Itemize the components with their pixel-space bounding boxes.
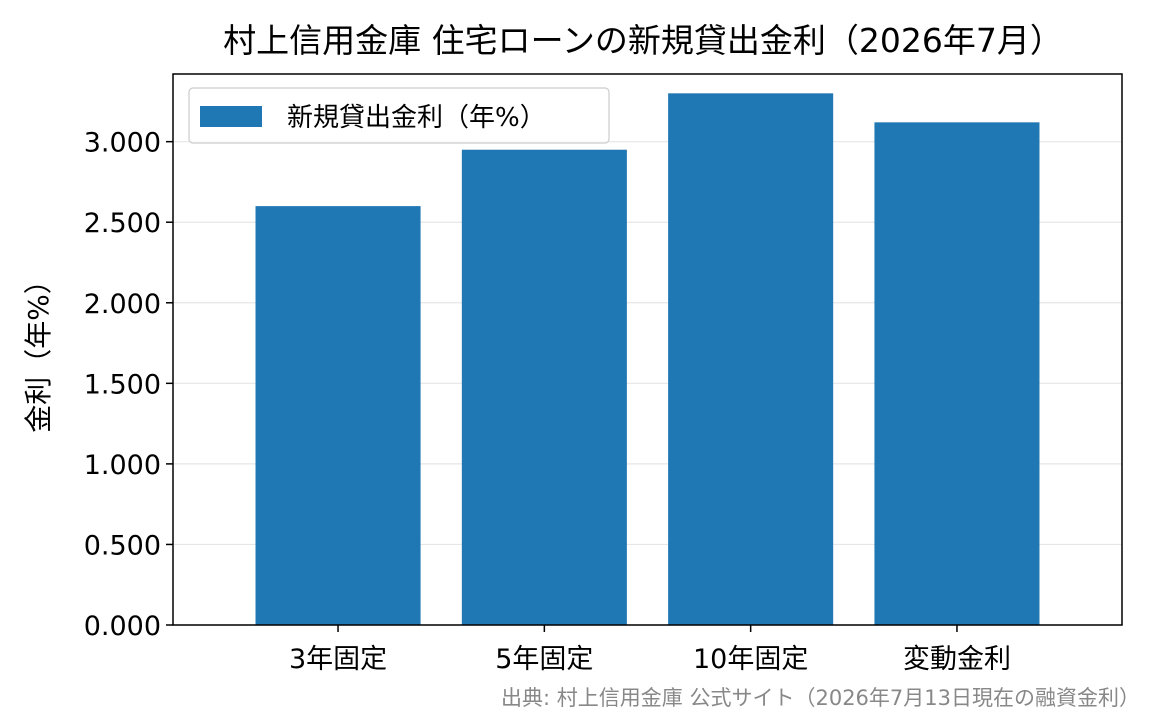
y-tick-label: 1.500 <box>84 369 161 400</box>
legend-box <box>188 87 610 144</box>
bar-1 <box>255 206 421 625</box>
plot-area-frame <box>172 73 1123 626</box>
legend: 新規貸出金利（年%） <box>188 87 610 144</box>
bar-4 <box>874 122 1040 625</box>
x-tick-label: 変動金利 <box>903 644 1011 675</box>
x-tick-label: 3年固定 <box>289 644 387 675</box>
y-tick-label: 2.500 <box>84 208 161 239</box>
legend-label: 新規貸出金利（年%） <box>287 103 546 133</box>
chart-title: 村上信用金庫 住宅ローンの新規貸出金利（2026年7月） <box>223 21 1063 60</box>
y-tick-label: 3.000 <box>84 128 161 159</box>
legend-swatch <box>200 106 262 127</box>
x-tick-label: 5年固定 <box>495 644 593 675</box>
y-tick-label: 1.000 <box>84 450 161 481</box>
bar-2 <box>461 149 627 625</box>
bar-3 <box>668 93 834 626</box>
bars <box>255 93 1040 626</box>
y-tick-label: 2.000 <box>84 289 161 320</box>
y-axis-label: 金利（年%） <box>22 266 55 433</box>
y-axis: 0.000 0.500 1.000 1.500 2.000 2.500 3.000 <box>84 128 173 642</box>
source-note: 出典: 村上信用金庫 公式サイト（2026年7月13日現在の融資金利） <box>501 686 1140 710</box>
x-tick-label: 10年固定 <box>693 644 808 675</box>
y-tick-label: 0.500 <box>84 530 161 561</box>
y-tick-label: 0.000 <box>84 611 161 642</box>
x-axis: 3年固定 5年固定 10年固定 変動金利 <box>289 625 1011 675</box>
